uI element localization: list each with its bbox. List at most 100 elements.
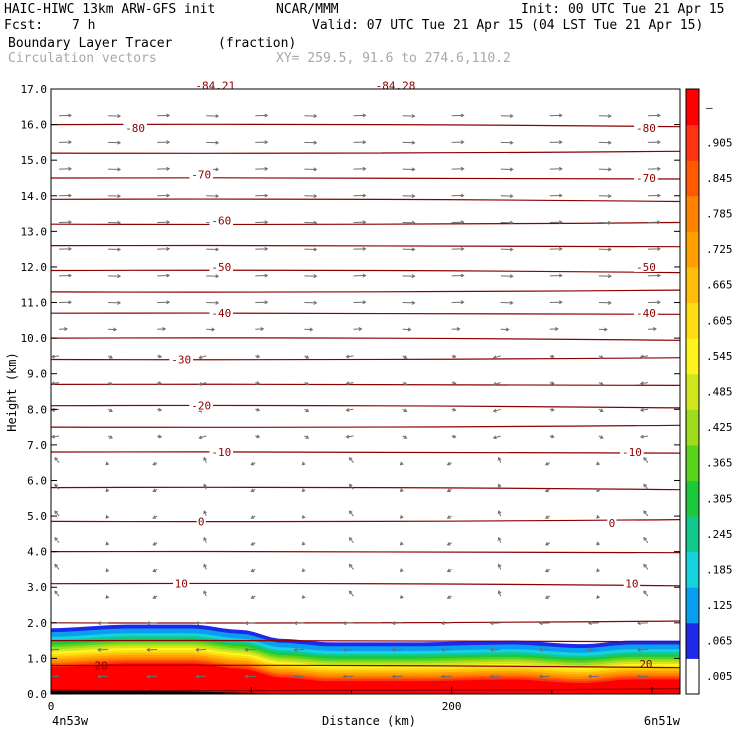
circulation-vector xyxy=(639,381,649,386)
circulation-vector xyxy=(206,114,220,119)
isotherm-line xyxy=(51,177,680,180)
circulation-vector xyxy=(304,247,318,252)
circulation-vector xyxy=(402,408,408,412)
circulation-vector xyxy=(402,355,408,359)
colorbar-swatch xyxy=(686,195,699,232)
circulation-vector xyxy=(544,461,551,466)
circulation-vector xyxy=(157,220,171,225)
contour-label-bg xyxy=(634,171,658,183)
contour-label: -84.21 xyxy=(195,79,235,92)
circulation-vector xyxy=(399,488,404,493)
circulation-vector xyxy=(206,140,220,145)
cross-section-coords: XY= 259.5, 91.6 to 274.6,110.2 xyxy=(276,51,511,66)
colorbar-label: .425 xyxy=(706,421,733,434)
circulation-vector xyxy=(598,220,612,225)
circulation-vector xyxy=(636,647,648,652)
colorbar-swatch xyxy=(686,89,699,126)
circulation-vector xyxy=(304,274,318,279)
circulation-vector xyxy=(105,568,110,573)
circulation-vector xyxy=(301,461,306,466)
source-label: NCAR/MMM xyxy=(276,2,339,17)
circulation-vector xyxy=(353,327,363,332)
circulation-vector xyxy=(451,140,465,145)
circulation-vector xyxy=(157,193,171,198)
circulation-vector xyxy=(203,456,207,463)
circulation-vector xyxy=(500,114,514,119)
isotherm-line xyxy=(51,198,680,203)
circulation-vector xyxy=(643,510,649,517)
circulation-vector xyxy=(549,381,555,385)
circulation-vector xyxy=(596,514,600,519)
isotherm-line xyxy=(51,451,680,454)
circulation-vector xyxy=(402,435,408,439)
circulation-vector xyxy=(58,140,72,145)
circulation-vector xyxy=(598,114,612,119)
circulation-vector xyxy=(538,674,550,679)
circulation-vector xyxy=(587,647,599,652)
circulation-vector xyxy=(108,327,118,332)
fcst-value: 7 h xyxy=(72,18,96,33)
circulation-vector xyxy=(636,621,648,626)
circulation-vector xyxy=(643,483,649,490)
circulation-vector xyxy=(500,220,514,225)
colorbar-label: .185 xyxy=(706,563,733,576)
fcst-label: Fcst: xyxy=(4,18,44,33)
circulation-vector xyxy=(203,590,207,597)
y-axis-label: Height (km) xyxy=(5,352,19,431)
circulation-vector xyxy=(58,300,72,305)
circulation-vector xyxy=(549,193,563,198)
circulation-vector xyxy=(255,354,261,359)
circulation-vector xyxy=(206,194,220,199)
circulation-vector xyxy=(402,327,412,332)
circulation-vector xyxy=(636,674,648,679)
circulation-vector xyxy=(58,113,72,118)
circulation-vector xyxy=(643,563,649,570)
circulation-vector xyxy=(596,488,600,493)
y-tick-label: 16.0 xyxy=(21,119,48,132)
circulation-vector xyxy=(538,647,550,652)
circulation-vector xyxy=(353,166,367,171)
circulation-vector xyxy=(255,220,269,225)
circulation-vector xyxy=(500,167,514,172)
circulation-vector xyxy=(402,274,416,279)
circulation-vector xyxy=(206,274,220,279)
circulation-vector xyxy=(489,647,501,652)
circulation-vector xyxy=(250,461,256,466)
isotherm-line xyxy=(51,221,680,226)
circulation-vector xyxy=(54,537,60,544)
circulation-vector xyxy=(598,274,612,279)
colorbar-swatch xyxy=(686,658,699,695)
circulation-vector xyxy=(451,327,461,332)
circulation-vector xyxy=(105,488,110,493)
circulation-vector xyxy=(348,563,354,570)
x-tick-label: 200 xyxy=(442,700,462,713)
contour-label-bg xyxy=(209,307,234,319)
circulation-vector xyxy=(293,647,305,652)
circulation-vector xyxy=(157,113,171,118)
circulation-vector xyxy=(58,220,72,225)
y-tick-label: 4.0 xyxy=(27,546,47,559)
y-tick-label: 7.0 xyxy=(27,439,47,452)
model-title: HAIC-HIWC 13km ARW-GFS init xyxy=(4,2,216,17)
circulation-vector xyxy=(250,488,256,493)
circulation-vector xyxy=(255,113,269,118)
circulation-vector xyxy=(301,488,306,493)
circulation-vector xyxy=(639,354,649,359)
circulation-vector xyxy=(107,435,113,439)
circulation-vector xyxy=(353,300,367,305)
circulation-vector xyxy=(108,247,122,252)
circulation-vector xyxy=(544,595,551,599)
y-tick-label: 9.0 xyxy=(27,368,47,381)
contour-label-bg xyxy=(634,122,658,134)
y-tick-label: 14.0 xyxy=(21,190,48,203)
circulation-vector xyxy=(198,435,207,440)
circulation-vector xyxy=(157,327,167,332)
contour-label: 20 xyxy=(94,660,107,673)
init-time: Init: 00 UTC Tue 21 Apr 15 xyxy=(521,2,725,17)
colorbar-label: .665 xyxy=(706,279,733,292)
circulation-vector xyxy=(304,140,318,145)
circulation-vector xyxy=(538,621,550,626)
colorbar-swatch xyxy=(686,551,699,588)
colorbar-swatch xyxy=(686,622,699,659)
circulation-vector xyxy=(152,595,158,599)
